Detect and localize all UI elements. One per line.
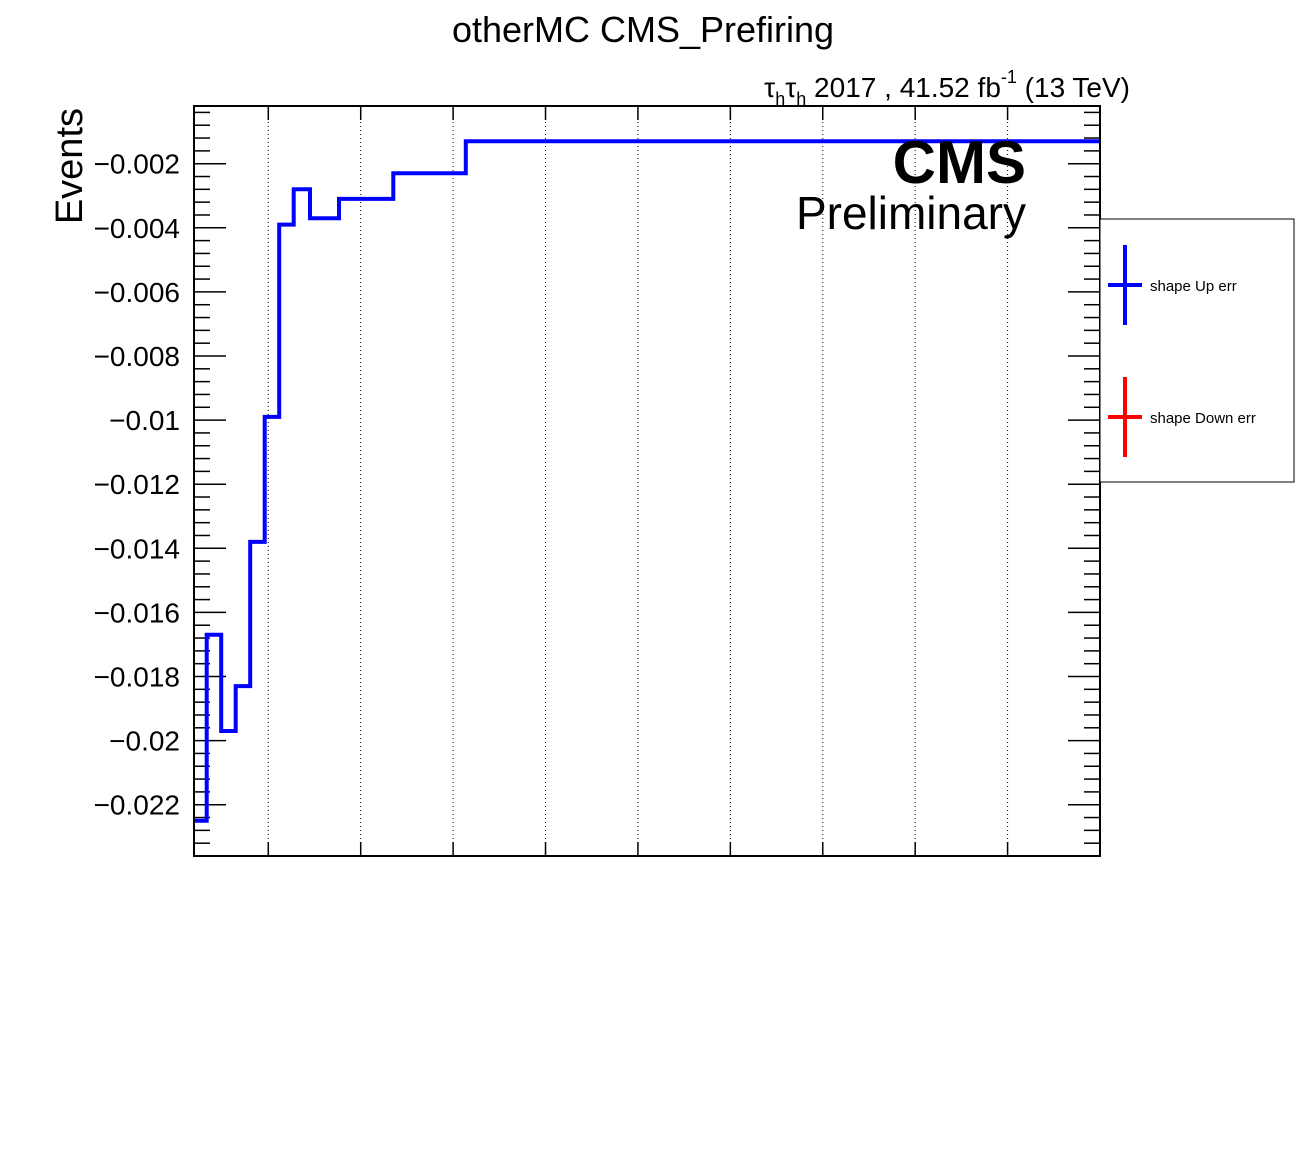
y-tick-label-7: −0.016 <box>94 597 180 628</box>
lumi-label: τhτh 2017 , 41.52 fb-1 (13 TeV) <box>764 67 1130 109</box>
legend: shape Up err shape Down err <box>1099 218 1295 483</box>
lumi-sub-1: h <box>775 89 785 109</box>
axis-ticks: −0.002 −0.004 −0.006 −0.008 −0.01 −0.012 −0.01… <box>94 106 1100 856</box>
chart-title: otherMC CMS_Prefiring <box>452 9 834 50</box>
lumi-text: 2017 , 41.52 fb <box>806 72 1001 103</box>
y-tick-label-6: −0.014 <box>94 533 180 564</box>
y-tick-label-9: −0.02 <box>109 726 180 757</box>
y-tick-label-0: −0.002 <box>94 149 180 180</box>
legend-label-up: shape Up err <box>1150 278 1237 295</box>
y-tick-label-3: −0.008 <box>94 341 180 372</box>
y-tick-label-10: −0.022 <box>94 790 180 821</box>
y-tick-label-8: −0.018 <box>94 662 180 693</box>
lumi-exp: -1 <box>1001 67 1017 87</box>
y-tick-label-5: −0.012 <box>94 469 180 500</box>
histogram-series <box>194 139 1100 823</box>
lumi-tau-2: τ <box>785 72 796 103</box>
x-grid-lines <box>267 106 1009 856</box>
series-line-0 <box>194 139 1100 823</box>
legend-box <box>1099 218 1295 483</box>
y-tick-label-1: −0.004 <box>94 213 180 244</box>
lumi-tau-1: τ <box>764 72 775 103</box>
cms-preliminary-label: Preliminary <box>796 187 1026 239</box>
lumi-energy: (13 TeV) <box>1017 72 1130 103</box>
lumi-sub-2: h <box>796 89 806 109</box>
y-tick-label-4: −0.01 <box>109 405 180 436</box>
y-axis-label: Events <box>49 108 91 224</box>
y-tick-label-2: −0.006 <box>94 277 180 308</box>
cms-label: CMS <box>893 129 1026 196</box>
legend-entry-up: shape Up err <box>1108 245 1237 325</box>
legend-label-down: shape Down err <box>1150 410 1256 427</box>
legend-entry-down: shape Down err <box>1108 377 1256 457</box>
